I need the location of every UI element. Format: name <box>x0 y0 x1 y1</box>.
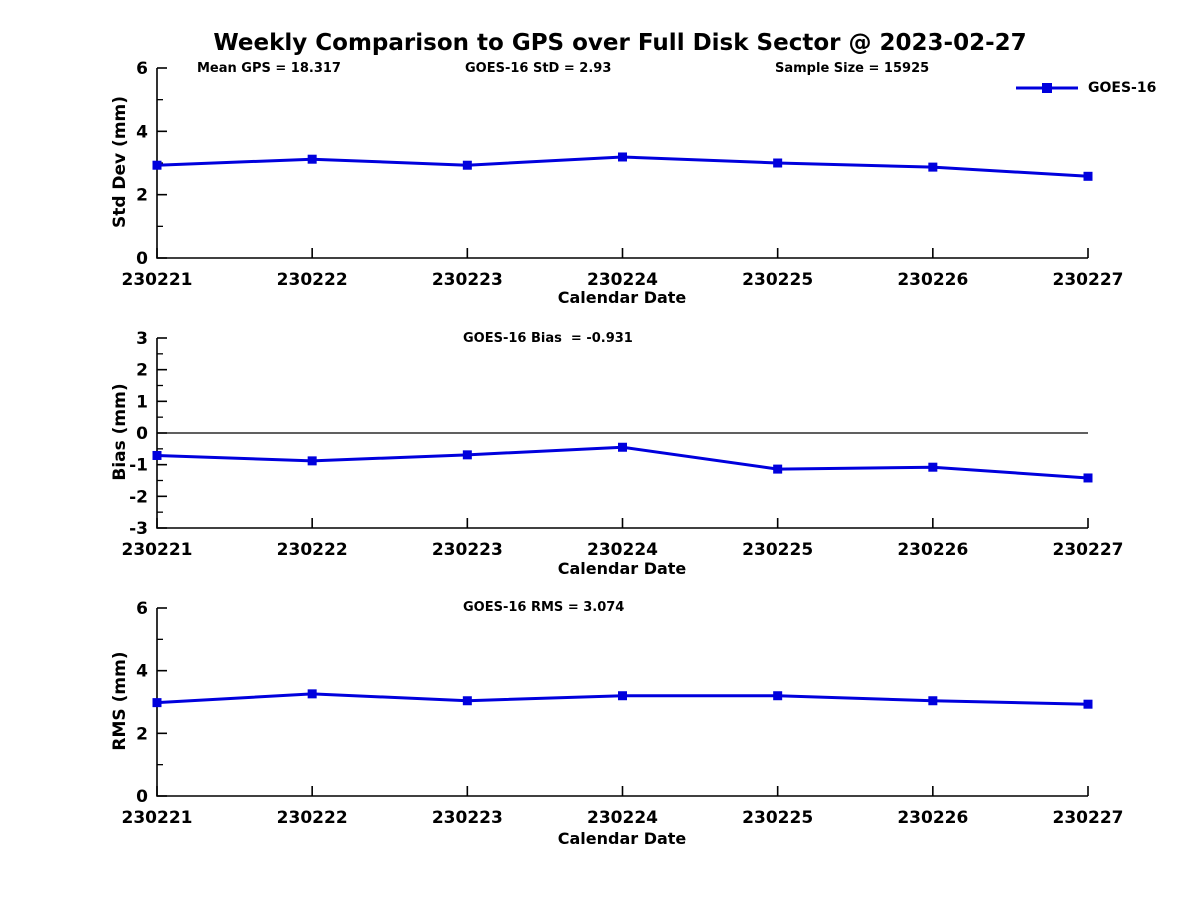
y-tick-label: 0 <box>136 424 148 444</box>
y-tick-label: 2 <box>136 724 148 744</box>
x-tick-label: 230224 <box>587 540 658 560</box>
x-tick-label: 230222 <box>277 540 348 560</box>
x-tick-label: 230221 <box>122 808 193 828</box>
annotation-sample-size: Sample Size = 15925 <box>775 61 930 76</box>
data-point-marker <box>618 442 627 452</box>
x-tick-label: 230221 <box>122 540 193 560</box>
data-point-marker <box>1083 473 1093 483</box>
legend-line-icon <box>1016 83 1078 93</box>
y-tick-label: -3 <box>129 519 148 539</box>
y-tick-label: 0 <box>136 787 148 807</box>
rms-y-axis-label: RMS (mm) <box>110 651 130 751</box>
data-point-marker <box>152 160 162 170</box>
data-point-marker <box>462 160 472 170</box>
data-point-marker <box>462 696 472 706</box>
x-tick-label: 230223 <box>432 270 503 290</box>
bias-x-axis-label: Calendar Date <box>557 559 687 578</box>
y-tick-label: 0 <box>136 249 148 269</box>
x-tick-label: 230224 <box>587 270 658 290</box>
x-tick-label: 230222 <box>277 270 348 290</box>
data-point-marker <box>307 154 317 164</box>
annotation-mean-gps: Mean GPS = 18.317 <box>197 61 341 76</box>
x-tick-label: 230226 <box>897 270 968 290</box>
y-tick-label: 4 <box>136 122 148 142</box>
bias-chart: -3 -2 -1 0 1 2 3 230221 230222 230223 230224 230225… <box>122 329 1124 560</box>
y-tick-label: 1 <box>136 392 148 412</box>
bias-y-axis-label: Bias (mm) <box>110 383 130 481</box>
data-point-marker <box>1083 699 1093 709</box>
x-tick-label: 230227 <box>1053 540 1124 560</box>
rms-x-axis-label: Calendar Date <box>557 829 687 848</box>
y-tick-label: 6 <box>136 59 148 79</box>
x-tick-label: 230221 <box>122 270 193 290</box>
x-tick-label: 230227 <box>1053 270 1124 290</box>
y-tick-label: -1 <box>129 456 148 476</box>
x-tick-label: 230225 <box>742 808 813 828</box>
x-tick-label: 230226 <box>897 808 968 828</box>
x-tick-label: 230222 <box>277 808 348 828</box>
stddev-y-axis-label: Std Dev (mm) <box>110 95 130 229</box>
legend-label: GOES-16 <box>1088 80 1157 96</box>
y-tick-label: -2 <box>129 487 148 507</box>
y-tick-label: 4 <box>136 662 148 682</box>
data-point-marker <box>462 450 472 460</box>
x-tick-label: 230223 <box>432 540 503 560</box>
rms-chart: 0 2 4 6 230221 230222 230223 230224 230225 230226… <box>122 599 1124 828</box>
data-point-marker <box>152 450 162 460</box>
y-tick-label: 2 <box>136 186 148 206</box>
stddev-chart: 0 2 4 6 230221 230222 230223 230224 230225 230226… <box>122 59 1124 290</box>
x-tick-label: 230224 <box>587 808 658 828</box>
x-tick-label: 230223 <box>432 808 503 828</box>
data-point-marker <box>928 696 938 706</box>
stddev-x-axis-label: Calendar Date <box>557 288 687 307</box>
x-tick-label: 230225 <box>742 270 813 290</box>
annotation-goes16-std: GOES-16 StD = 2.93 <box>465 61 612 76</box>
x-tick-label: 230227 <box>1053 808 1124 828</box>
series-line <box>156 445 1089 480</box>
data-point-marker <box>618 152 627 162</box>
data-point-marker <box>928 462 938 472</box>
y-tick-label: 3 <box>136 329 148 349</box>
data-point-marker <box>1083 171 1093 181</box>
y-tick-label: 6 <box>136 599 148 619</box>
axis-frame <box>156 68 1088 259</box>
data-point-marker <box>773 691 783 701</box>
data-point-marker <box>307 456 317 466</box>
data-point-marker <box>773 464 783 474</box>
data-point-marker <box>307 689 317 699</box>
data-point-marker <box>928 162 938 172</box>
annotation-goes16-bias: GOES-16 Bias = -0.931 <box>463 331 633 346</box>
data-point-marker <box>152 698 162 708</box>
annotation-goes16-rms: GOES-16 RMS = 3.074 <box>463 600 625 615</box>
data-point-marker <box>618 691 627 701</box>
legend: GOES-16 <box>1014 79 1156 97</box>
x-tick-label: 230225 <box>742 540 813 560</box>
y-tick-label: 2 <box>136 361 148 381</box>
x-tick-label: 230226 <box>897 540 968 560</box>
data-point-marker <box>773 158 783 168</box>
page-title: Weekly Comparison to GPS over Full Disk … <box>213 30 1027 56</box>
